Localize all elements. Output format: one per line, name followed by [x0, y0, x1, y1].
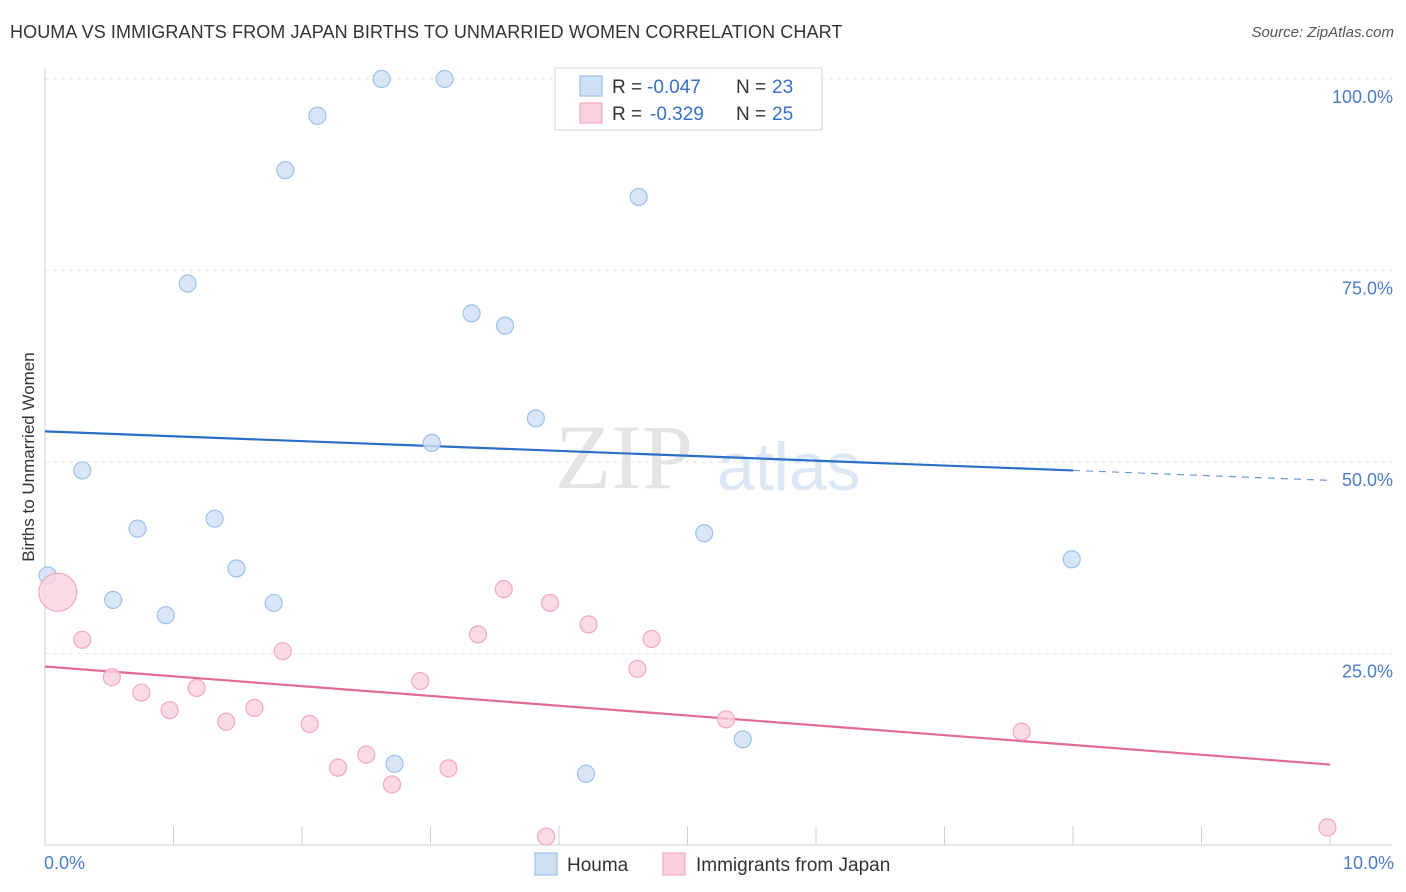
legend: Houma Immigrants from Japan — [534, 852, 890, 876]
trend-lines — [44, 430, 1331, 766]
point-houma-21 — [733, 730, 752, 749]
point-houma-13 — [422, 433, 441, 452]
grid-lines — [45, 78, 1392, 654]
point-japan-7 — [245, 698, 264, 717]
legend-label-houma: Houma — [567, 855, 629, 876]
point-houma-8 — [264, 593, 283, 613]
watermark-atlas: atlas — [717, 429, 861, 505]
point-japan-18 — [540, 593, 560, 613]
x-ticks — [173, 826, 1331, 845]
point-japan-19 — [579, 615, 598, 634]
point-houma-7 — [227, 559, 246, 578]
point-japan-17 — [537, 827, 556, 846]
point-japan-13 — [411, 671, 430, 691]
legend-swatch-houma — [534, 852, 558, 876]
trend-line-1 — [44, 665, 1331, 766]
point-japan-22 — [716, 710, 736, 729]
stats-swatch-houma — [579, 75, 603, 97]
stats-swatch-japan — [579, 102, 603, 124]
stats-r-label-houma: R = — [612, 77, 642, 98]
point-houma-4 — [156, 606, 175, 625]
data-points — [38, 69, 1337, 846]
point-japan-10 — [328, 758, 348, 777]
point-japan-6 — [217, 712, 236, 731]
point-houma-1 — [73, 461, 92, 480]
point-houma-6 — [205, 509, 224, 528]
y-tick-labels: 100.0% 75.0% 50.0% 25.0% — [1332, 87, 1393, 682]
point-japan-16 — [494, 580, 513, 599]
stats-n-value-houma: 23 — [772, 77, 793, 98]
point-japan-11 — [357, 745, 376, 764]
axes — [44, 68, 1392, 846]
point-japan-4 — [160, 701, 179, 720]
stats-n-value-japan: 25 — [772, 104, 793, 125]
stats-r-value-houma: -0.047 — [647, 77, 701, 98]
chart-title: HOUMA VS IMMIGRANTS FROM JAPAN BIRTHS TO… — [10, 22, 843, 42]
watermark: ZIP atlas — [555, 406, 861, 508]
watermark-zip: ZIP — [555, 406, 693, 508]
point-houma-9 — [276, 161, 295, 180]
point-houma-15 — [462, 304, 481, 323]
point-houma-17 — [526, 409, 545, 428]
point-japan-0 — [38, 572, 78, 612]
point-japan-5 — [187, 678, 206, 698]
stats-box: R = -0.047 N = 23 R = -0.329 N = 25 — [554, 67, 823, 131]
legend-swatch-japan — [662, 852, 686, 876]
point-japan-1 — [73, 630, 92, 649]
point-houma-22 — [1062, 550, 1081, 569]
point-houma-19 — [629, 187, 648, 207]
point-houma-5 — [178, 274, 197, 293]
point-japan-8 — [273, 642, 292, 661]
stats-n-label-japan: N = — [736, 104, 766, 125]
point-japan-21 — [642, 629, 661, 649]
x-tick-label-min: 0.0% — [44, 853, 85, 873]
stats-r-value-japan: -0.329 — [650, 104, 704, 125]
point-japan-2 — [102, 668, 121, 687]
point-japan-24 — [1318, 818, 1337, 837]
point-japan-15 — [468, 625, 488, 644]
point-japan-9 — [300, 714, 319, 734]
point-houma-2 — [104, 590, 123, 609]
y-tick-label-2: 50.0% — [1342, 470, 1393, 490]
trend-extension-0 — [1072, 469, 1331, 481]
stats-r-label-japan: R = — [612, 104, 642, 125]
point-houma-16 — [495, 316, 515, 335]
y-tick-label-0: 100.0% — [1332, 87, 1393, 107]
trend-line-0 — [44, 430, 1074, 472]
point-houma-3 — [128, 519, 147, 538]
point-japan-14 — [439, 759, 458, 778]
point-houma-18 — [576, 764, 596, 783]
x-tick-label-max: 10.0% — [1343, 853, 1394, 873]
y-tick-label-3: 25.0% — [1342, 662, 1393, 682]
point-japan-3 — [132, 683, 151, 702]
point-houma-12 — [385, 754, 404, 773]
point-houma-14 — [435, 69, 454, 89]
point-houma-11 — [372, 69, 391, 89]
point-japan-23 — [1012, 722, 1031, 741]
point-houma-10 — [308, 106, 327, 125]
stats-n-label-houma: N = — [736, 77, 766, 98]
source-credit: Source: ZipAtlas.com — [1251, 24, 1394, 41]
point-japan-20 — [628, 659, 647, 678]
legend-label-japan: Immigrants from Japan — [696, 855, 890, 876]
y-axis-label: Births to Unmarried Women — [19, 352, 38, 561]
y-tick-label-1: 75.0% — [1342, 279, 1393, 299]
point-japan-12 — [382, 775, 402, 794]
point-houma-20 — [695, 524, 714, 543]
